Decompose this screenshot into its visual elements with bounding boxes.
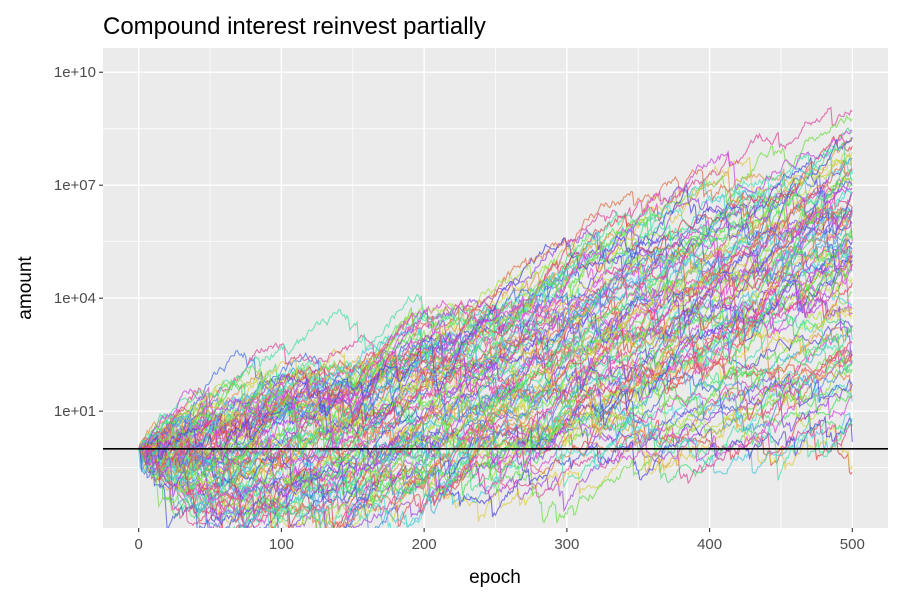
series-line <box>138 209 853 461</box>
series-line <box>138 114 853 449</box>
series-line <box>138 151 853 459</box>
series-line <box>138 351 853 526</box>
x-tick-label: 400 <box>697 536 722 553</box>
x-tick-label: 500 <box>840 536 865 553</box>
x-tick-label: 0 <box>135 536 143 553</box>
series-line <box>138 168 853 463</box>
x-axis-title: epoch <box>469 567 521 588</box>
series-line <box>138 416 853 528</box>
series-line <box>138 134 853 464</box>
series-line <box>138 181 853 466</box>
y-axis: 1e+01 1e+04 1e+07 1e+10 <box>54 64 103 420</box>
x-tick-label: 100 <box>269 536 294 553</box>
y-axis-title: amount <box>15 256 36 320</box>
series-line <box>138 178 853 473</box>
x-tick-label: 200 <box>412 536 437 553</box>
series-line <box>138 176 853 457</box>
series-line <box>138 178 853 450</box>
series-line <box>138 320 853 509</box>
series-line <box>138 136 853 460</box>
x-axis: 0 100 200 300 400 500 <box>135 528 865 553</box>
series-line <box>138 254 853 487</box>
y-tick-label: 1e+04 <box>54 290 96 307</box>
y-tick-label: 1e+10 <box>54 64 96 81</box>
series-line <box>138 129 853 450</box>
series-group <box>138 106 853 528</box>
series-line <box>138 142 853 450</box>
series-line <box>138 282 853 471</box>
series-line <box>138 385 853 525</box>
series-line <box>138 335 853 525</box>
series-line <box>138 137 853 449</box>
chart-title: Compound interest reinvest partially <box>103 13 486 40</box>
y-tick-label: 1e+07 <box>54 177 96 194</box>
series-line <box>138 255 853 495</box>
y-tick-label: 1e+01 <box>54 403 96 420</box>
x-tick-label: 300 <box>554 536 579 553</box>
series-line <box>138 374 853 528</box>
